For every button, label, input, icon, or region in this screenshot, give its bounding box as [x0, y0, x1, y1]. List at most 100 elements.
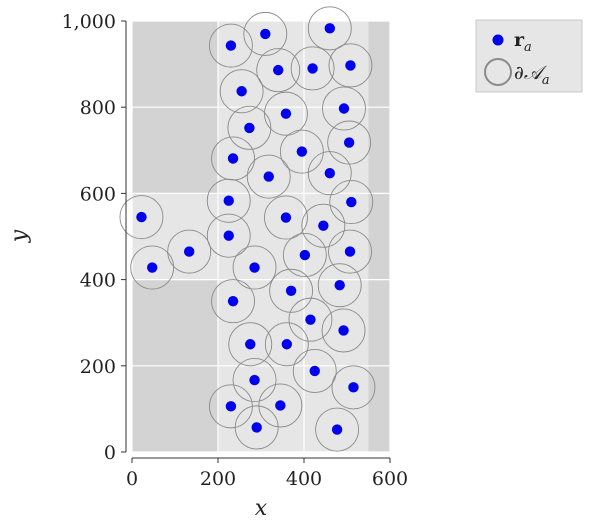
interaction-circle — [258, 383, 303, 428]
data-point — [223, 195, 234, 206]
data-point — [236, 86, 247, 97]
data-points — [136, 23, 359, 435]
legend-box — [475, 19, 583, 93]
data-point — [249, 374, 260, 386]
interaction-circle — [263, 195, 308, 240]
data-point — [244, 122, 255, 134]
legend-point-marker — [492, 34, 504, 46]
data-point — [305, 314, 316, 325]
data-point — [225, 401, 237, 412]
legend-label-circle: ∂𝒜a — [514, 62, 550, 88]
data-point — [263, 171, 274, 182]
legend-label-point: ra — [514, 29, 532, 55]
data-point — [331, 424, 343, 435]
data-point — [324, 23, 335, 34]
interaction-circles — [119, 6, 376, 452]
data-point — [225, 40, 237, 51]
interaction-circle — [307, 151, 352, 196]
interaction-circle — [321, 308, 366, 353]
data-point — [275, 400, 286, 411]
y-tick-label: 1,000 — [62, 11, 116, 33]
data-point — [136, 211, 147, 223]
x-tick-label: 0 — [126, 468, 138, 490]
data-point — [307, 63, 318, 74]
interaction-circle — [256, 48, 301, 93]
legend-circle-marker — [484, 58, 512, 86]
interaction-circle — [264, 322, 309, 367]
x-tick-label: 600 — [372, 468, 408, 490]
interaction-circle — [232, 358, 277, 403]
interaction-circle — [269, 268, 314, 313]
interaction-circle — [328, 43, 373, 88]
interaction-circle — [208, 23, 253, 68]
interaction-circle — [263, 91, 308, 136]
data-point — [299, 249, 311, 261]
interaction-circle — [234, 405, 279, 450]
y-tick-label: 400 — [80, 270, 116, 292]
interaction-circle — [307, 6, 352, 51]
interaction-circle — [232, 245, 277, 290]
interaction-circle — [211, 136, 256, 181]
interaction-circle — [130, 245, 175, 290]
data-point — [260, 28, 271, 40]
data-point — [227, 295, 239, 307]
x-axis-label: x — [255, 496, 268, 520]
data-point — [345, 60, 356, 71]
axes — [121, 20, 391, 463]
grid — [131, 20, 391, 453]
data-point — [318, 220, 329, 231]
data-point — [344, 246, 356, 257]
interaction-circle — [329, 180, 374, 225]
x-tick-label: 400 — [286, 468, 322, 490]
interaction-circle — [282, 233, 327, 278]
interaction-circle — [315, 407, 360, 452]
interaction-circle — [292, 348, 337, 393]
data-point — [346, 196, 357, 208]
interaction-circle — [206, 213, 251, 258]
interaction-circle — [322, 86, 366, 131]
data-point — [309, 365, 320, 377]
data-point — [251, 422, 262, 433]
legend: ra ∂𝒜a — [475, 19, 583, 93]
interaction-circle — [243, 11, 288, 56]
y-axis-label: y — [7, 229, 32, 243]
data-point — [183, 246, 195, 257]
interaction-circle — [301, 203, 346, 248]
data-point — [324, 167, 335, 179]
y-tick-label: 0 — [104, 442, 116, 464]
interaction-circle — [228, 322, 273, 367]
domain-region-inlet — [132, 193, 218, 280]
interaction-circle — [288, 297, 333, 342]
tick-labels: 0 200 400 600 0 200 400 600 800 1,000 — [62, 11, 409, 490]
data-point — [296, 146, 308, 157]
data-point — [338, 325, 349, 336]
data-point — [280, 212, 292, 223]
interaction-circle — [246, 154, 291, 199]
interaction-circle — [227, 105, 272, 150]
data-point — [348, 382, 359, 393]
interaction-circle — [211, 279, 256, 324]
interaction-circle — [279, 129, 324, 174]
interaction-circle — [119, 195, 164, 240]
interaction-circle — [219, 69, 264, 114]
y-tick-label: 200 — [80, 356, 116, 378]
data-point — [227, 153, 239, 164]
interaction-circle — [167, 229, 212, 274]
data-point — [249, 262, 260, 273]
data-point — [245, 339, 256, 350]
interaction-circle — [206, 178, 251, 223]
data-point — [343, 137, 355, 148]
y-tick-label: 800 — [80, 97, 116, 119]
data-point — [280, 108, 292, 119]
interaction-circle — [317, 263, 362, 308]
data-point — [281, 339, 292, 350]
y-tick-label: 600 — [80, 183, 116, 205]
data-point — [147, 262, 158, 273]
data-point — [273, 64, 284, 76]
x-tick-label: 200 — [200, 468, 236, 490]
interaction-circle — [328, 229, 372, 274]
data-point — [285, 285, 297, 297]
data-point — [338, 103, 350, 114]
interaction-circle — [331, 365, 376, 410]
